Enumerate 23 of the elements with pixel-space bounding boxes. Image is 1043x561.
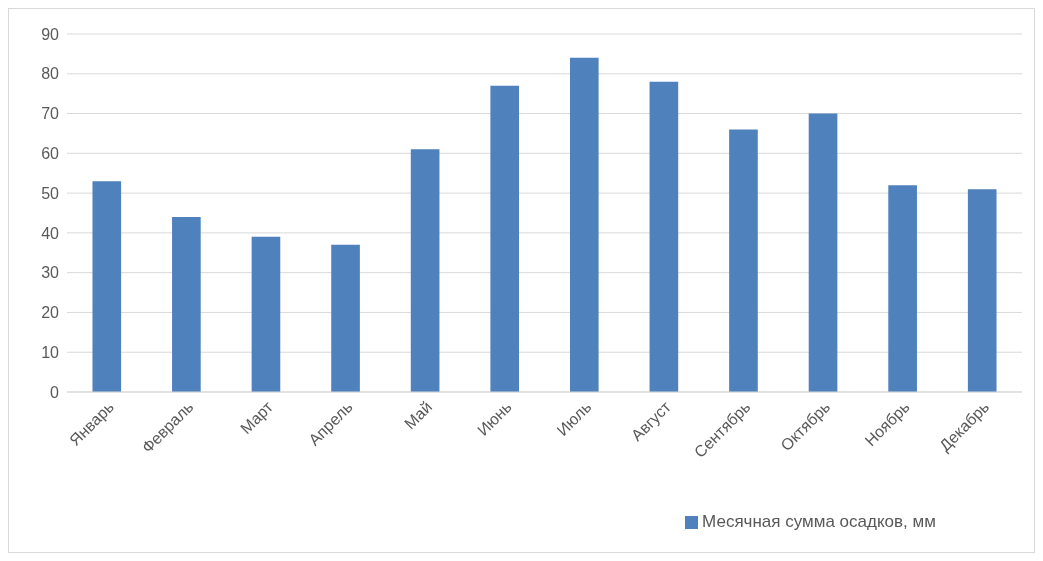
bar — [808, 113, 838, 392]
y-tick-label: 40 — [41, 224, 60, 242]
bar — [729, 129, 758, 392]
bar — [967, 189, 997, 392]
bar — [251, 236, 281, 392]
bar — [649, 81, 679, 392]
legend-label: Месячная сумма осадков, мм — [702, 512, 936, 531]
bar — [490, 85, 520, 392]
y-tick-label: 0 — [50, 383, 60, 401]
y-tick-label: 60 — [41, 145, 60, 163]
bar — [888, 185, 917, 392]
y-tick-label: 90 — [41, 25, 60, 43]
y-tick-label: 80 — [41, 65, 60, 83]
y-tick-label: 70 — [41, 105, 60, 123]
bar — [410, 149, 440, 392]
y-tick-label: 20 — [41, 304, 60, 322]
y-tick-label: 10 — [41, 343, 60, 361]
bar — [569, 57, 599, 392]
y-tick-label: 50 — [41, 184, 60, 202]
y-tick-label: 30 — [41, 264, 60, 282]
bar — [172, 216, 201, 392]
bar — [331, 244, 360, 392]
bar — [92, 181, 122, 392]
